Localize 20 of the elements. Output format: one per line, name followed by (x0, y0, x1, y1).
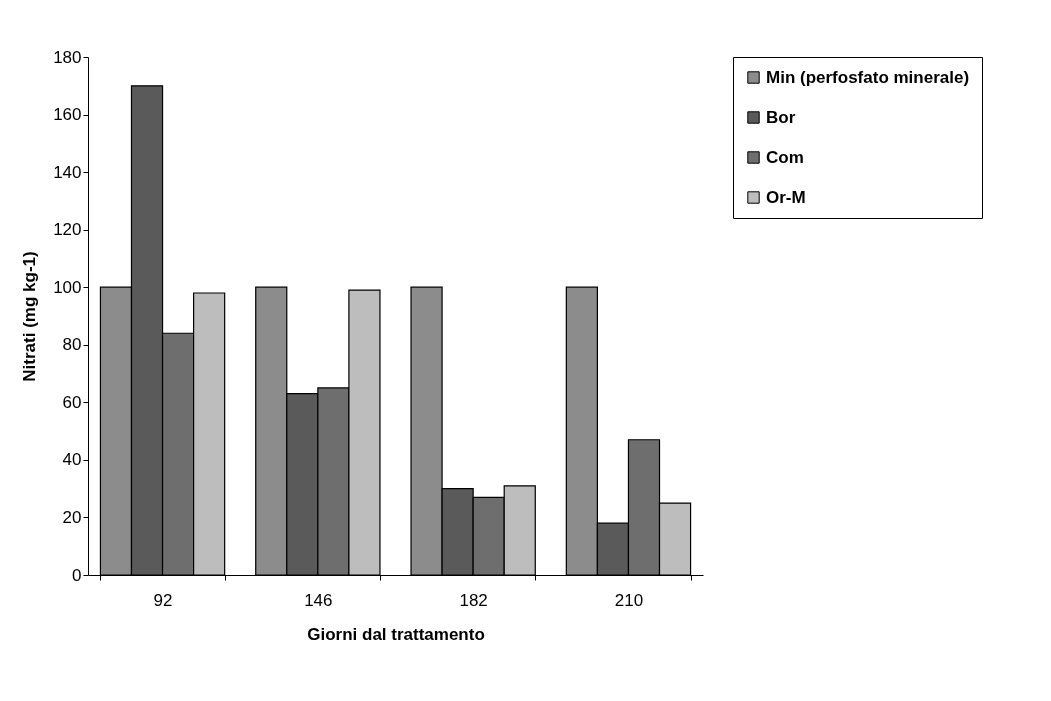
x-tick-label: 92 (153, 590, 173, 610)
y-tick-label: 40 (62, 450, 82, 470)
y-tick-label: 60 (62, 392, 82, 412)
y-tick-label: 140 (53, 162, 82, 182)
legend-label: Com (766, 147, 804, 167)
legend-label: Min (perfosfato minerale) (766, 67, 970, 87)
y-tick-label: 80 (62, 335, 82, 355)
legend-label: Or-M (766, 187, 806, 207)
y-tick-label: 100 (53, 277, 82, 297)
x-tick-label: 182 (459, 590, 488, 610)
y-tick-label: 20 (62, 507, 82, 527)
y-axis-title: Nitrati (mg kg-1) (20, 251, 40, 382)
x-axis-title: Giorni dal trattamento (307, 624, 485, 644)
x-tick-label: 210 (614, 590, 644, 610)
y-tick-label: 180 (53, 47, 82, 67)
x-tick-label: 146 (304, 590, 333, 610)
y-tick-label: 120 (53, 220, 82, 240)
y-tick-label: 160 (53, 105, 82, 125)
legend-label: Bor (766, 107, 796, 127)
y-tick-label: 0 (72, 565, 82, 585)
